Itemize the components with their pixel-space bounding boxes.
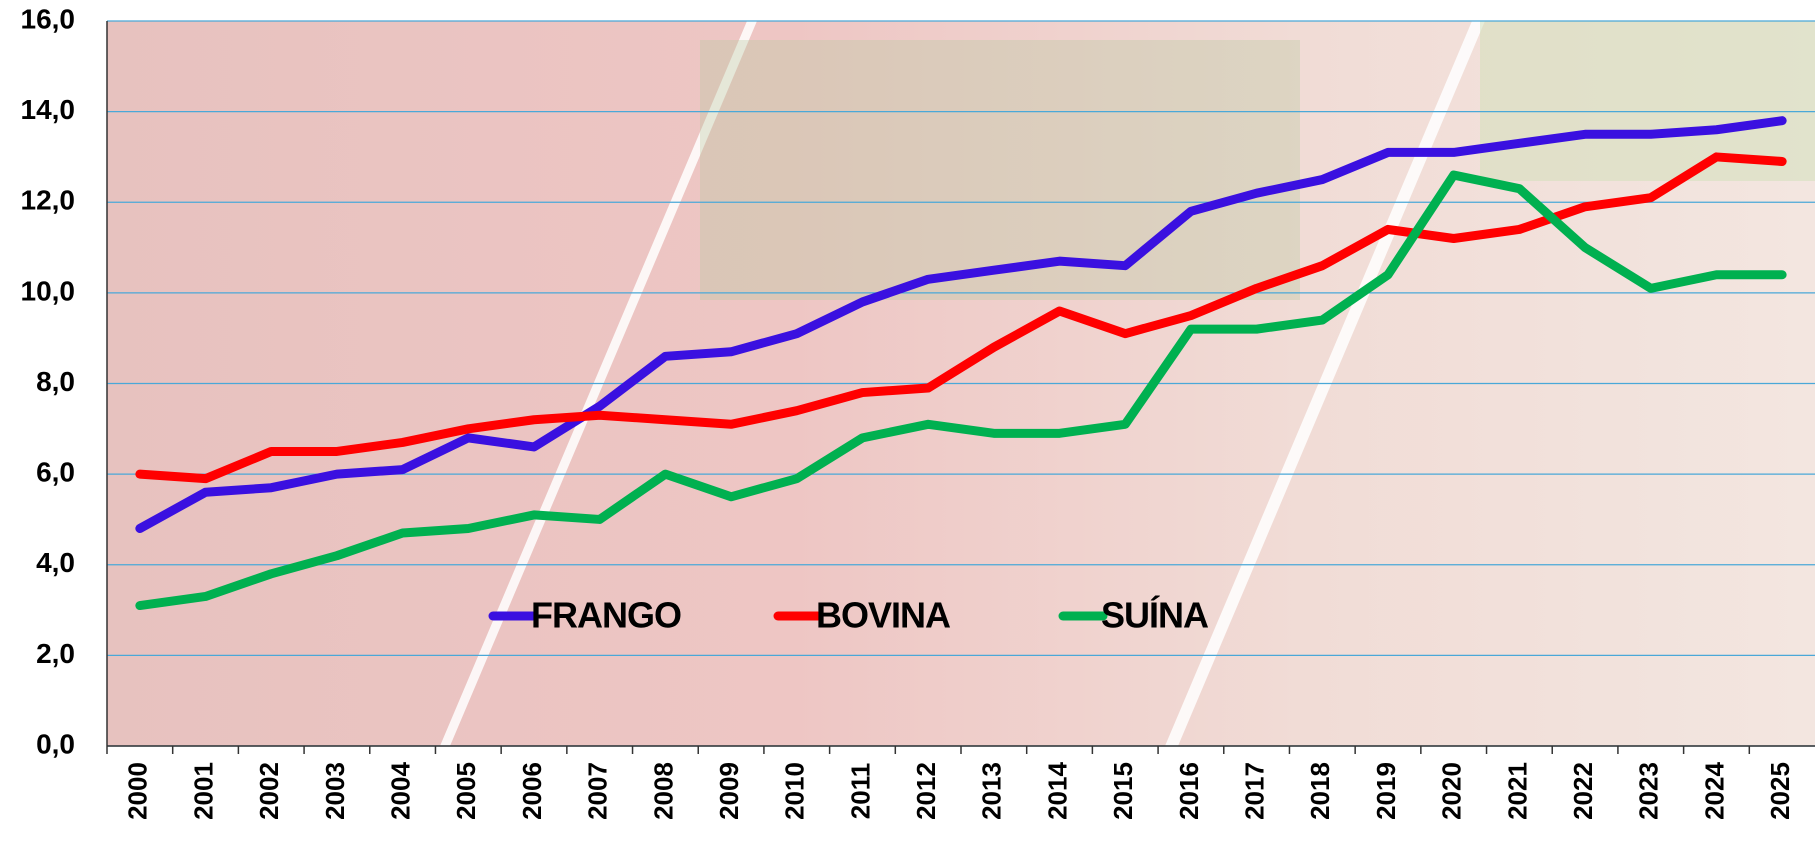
legend-label: SUÍNA <box>1101 595 1209 636</box>
legend-label: FRANGO <box>531 595 681 636</box>
x-tick-label: 2019 <box>1371 762 1401 820</box>
x-tick-label: 2008 <box>648 762 678 820</box>
x-tick-label: 2023 <box>1634 762 1664 820</box>
x-tick-label: 2021 <box>1502 762 1532 820</box>
x-tick-label: 2020 <box>1437 762 1467 820</box>
series-line <box>135 116 1787 533</box>
y-tick-label: 10,0 <box>21 275 76 306</box>
x-tick-label: 2025 <box>1765 762 1795 820</box>
y-tick-label: 4,0 <box>36 547 75 578</box>
y-tick-label: 16,0 <box>21 3 76 34</box>
x-tick-label: 2001 <box>188 762 218 820</box>
x-tick-label: 2007 <box>583 762 613 820</box>
legend-label: BOVINA <box>816 595 951 636</box>
x-tick-label: 2002 <box>254 762 284 820</box>
y-tick-label: 14,0 <box>21 94 76 125</box>
y-tick-label: 2,0 <box>36 638 75 669</box>
x-tick-label: 2013 <box>977 762 1007 820</box>
x-tick-label: 2018 <box>1305 762 1335 820</box>
x-tick-label: 2017 <box>1239 762 1269 820</box>
x-tick-label: 2016 <box>1174 762 1204 820</box>
x-tick-label: 2006 <box>517 762 547 820</box>
x-tick-label: 2022 <box>1568 762 1598 820</box>
legend: FRANGO BOVINA SUÍNA <box>488 595 1210 636</box>
y-tick-label: 8,0 <box>36 366 75 397</box>
x-tick-label: 2024 <box>1699 762 1729 820</box>
x-tick-label: 2005 <box>451 762 481 820</box>
y-tick-label: 6,0 <box>36 457 75 488</box>
series-line <box>135 170 1787 611</box>
x-tick-label: 2015 <box>1108 762 1138 820</box>
series-line <box>135 152 1787 484</box>
x-tick-label: 2009 <box>714 762 744 820</box>
y-tick-label: 12,0 <box>21 185 76 216</box>
x-tick-label: 2012 <box>911 762 941 820</box>
x-tick-label: 2011 <box>845 763 875 819</box>
lines <box>135 116 1787 611</box>
x-tick-label: 2014 <box>1042 762 1072 820</box>
y-tick-label: 0,0 <box>36 728 75 759</box>
x-tick-label: 2010 <box>780 762 810 820</box>
x-tick-label: 2004 <box>385 762 415 820</box>
x-tick-label: 2000 <box>123 762 153 820</box>
x-tick-label: 2003 <box>320 762 350 820</box>
